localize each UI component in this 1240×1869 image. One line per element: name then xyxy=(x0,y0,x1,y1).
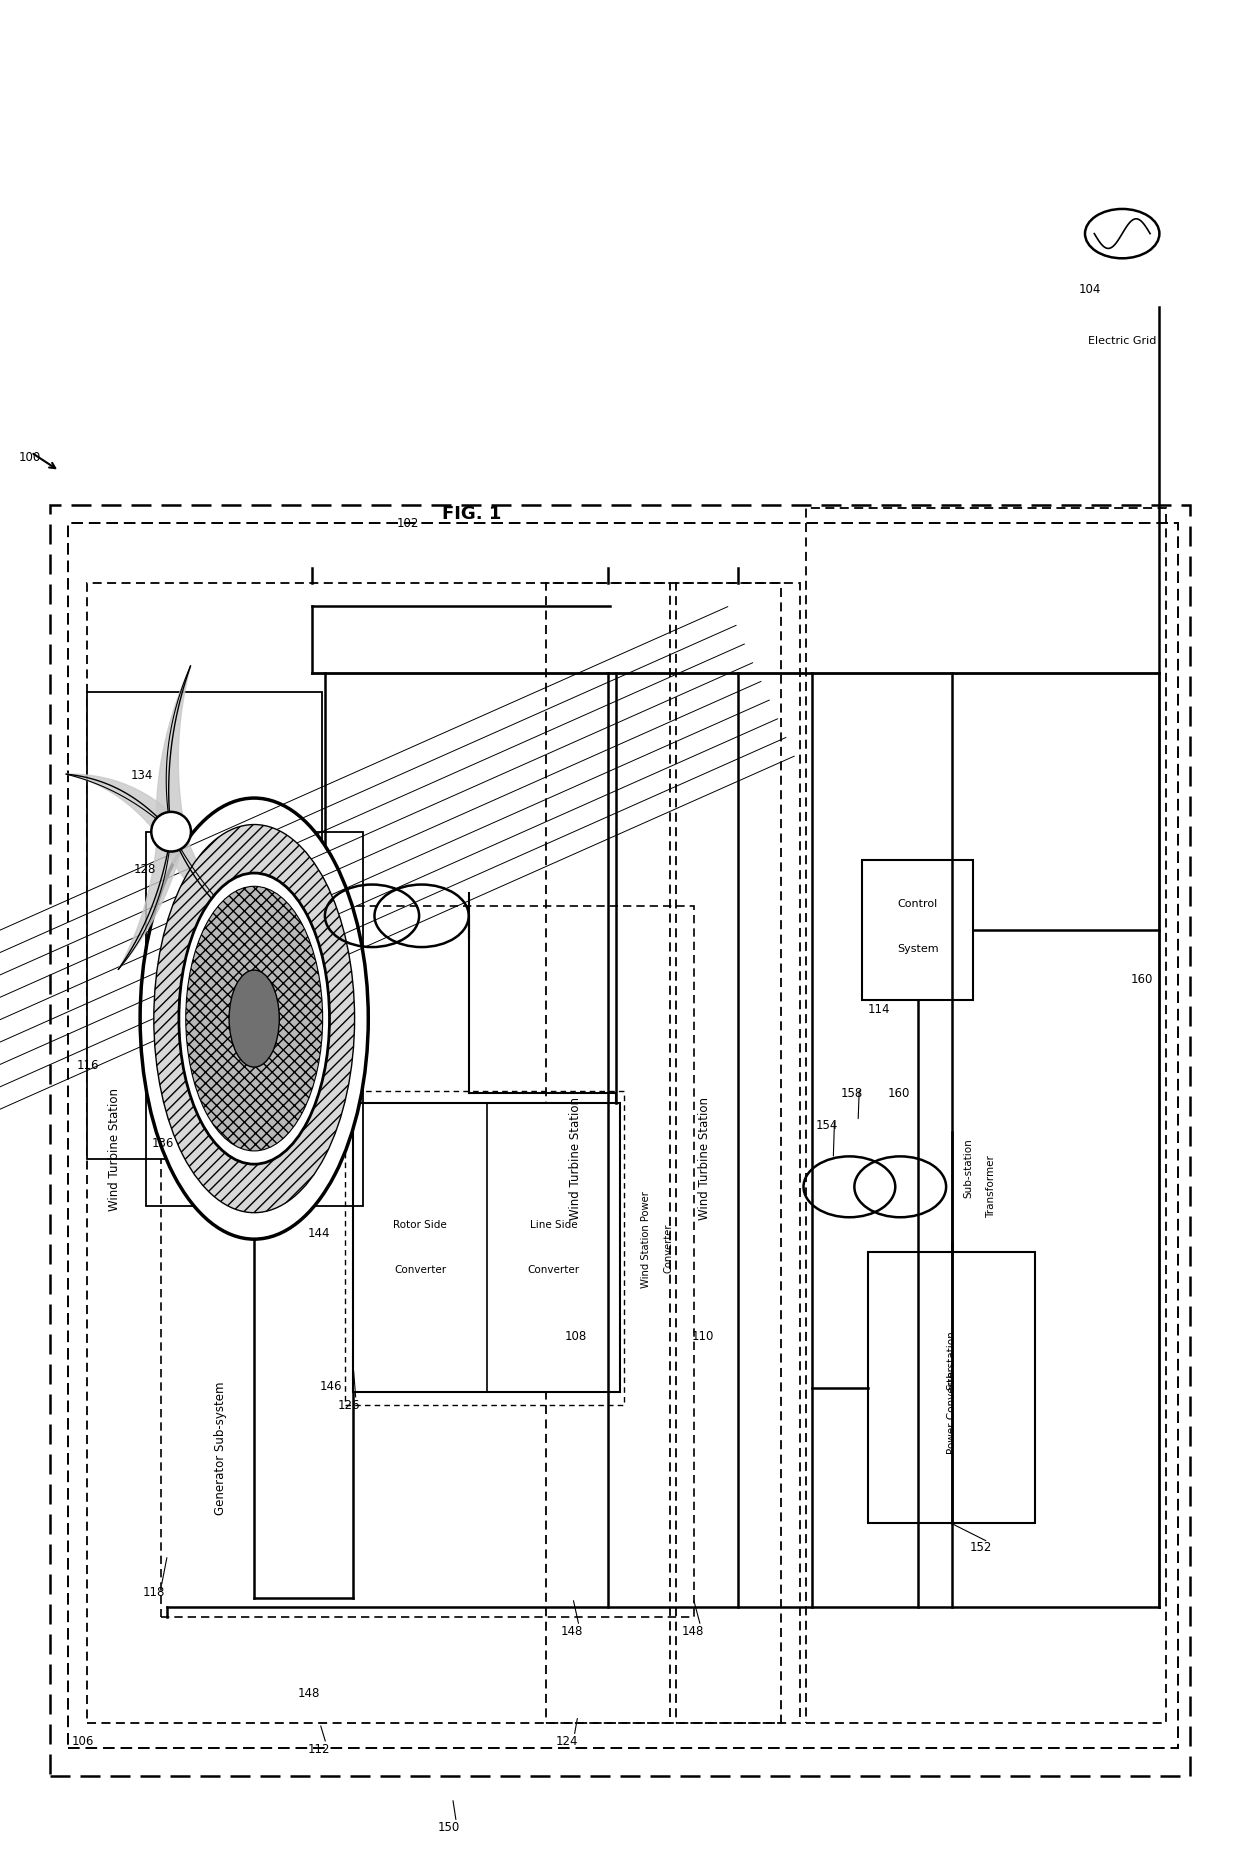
Bar xyxy=(87,692,322,1159)
Text: 136: 136 xyxy=(151,1138,174,1149)
Text: 130: 130 xyxy=(242,910,264,921)
Text: 158: 158 xyxy=(841,1088,863,1099)
Ellipse shape xyxy=(186,886,322,1151)
Text: 144: 144 xyxy=(308,1228,330,1239)
Text: 160: 160 xyxy=(1131,974,1153,985)
Text: FIG. 1: FIG. 1 xyxy=(441,505,501,523)
Text: 148: 148 xyxy=(298,1688,320,1699)
Text: Transformer: Transformer xyxy=(986,1155,996,1219)
Text: Generator Sub-system: Generator Sub-system xyxy=(215,1381,227,1516)
Text: 138: 138 xyxy=(267,1125,289,1136)
Text: 116: 116 xyxy=(77,1060,99,1071)
Circle shape xyxy=(151,811,191,852)
Ellipse shape xyxy=(179,873,330,1164)
Bar xyxy=(345,1091,624,1405)
Text: 106: 106 xyxy=(72,1736,94,1748)
Text: 148: 148 xyxy=(682,1626,704,1637)
Text: Converter: Converter xyxy=(527,1265,579,1275)
Text: 150: 150 xyxy=(438,1822,460,1833)
Text: 146: 146 xyxy=(320,1381,342,1392)
Text: 114: 114 xyxy=(868,1004,890,1015)
Text: Rotor Side: Rotor Side xyxy=(393,1220,446,1230)
Bar xyxy=(546,583,670,1723)
Bar xyxy=(68,523,1178,1748)
Bar xyxy=(868,1252,1035,1523)
Text: 104: 104 xyxy=(1079,284,1101,295)
Text: 152: 152 xyxy=(970,1542,992,1553)
Text: 134: 134 xyxy=(130,770,153,781)
Text: 160: 160 xyxy=(888,1088,910,1099)
Text: Sub-station: Sub-station xyxy=(963,1138,973,1198)
Bar xyxy=(50,505,1190,1776)
Polygon shape xyxy=(156,665,191,834)
Ellipse shape xyxy=(1085,209,1159,258)
Text: Converter: Converter xyxy=(663,1224,673,1273)
Text: 108: 108 xyxy=(564,1331,587,1342)
Text: 118: 118 xyxy=(143,1587,165,1598)
Text: 100: 100 xyxy=(19,452,41,464)
Polygon shape xyxy=(66,774,176,845)
Polygon shape xyxy=(118,824,184,970)
Text: 154: 154 xyxy=(816,1120,838,1131)
Text: 122: 122 xyxy=(186,1134,208,1146)
Text: Sub-station: Sub-station xyxy=(946,1331,957,1389)
Text: Electric Grid: Electric Grid xyxy=(1087,336,1157,346)
Text: 112: 112 xyxy=(308,1744,330,1755)
Text: 142: 142 xyxy=(246,1144,268,1155)
Text: Wind Station Power: Wind Station Power xyxy=(641,1191,651,1288)
Text: 124: 124 xyxy=(556,1736,578,1748)
Bar xyxy=(161,906,694,1617)
Bar xyxy=(862,860,973,1000)
Ellipse shape xyxy=(229,970,279,1067)
Text: 110: 110 xyxy=(692,1331,714,1342)
Text: Converter: Converter xyxy=(394,1265,446,1275)
Text: Wind Turbine Station: Wind Turbine Station xyxy=(698,1097,711,1220)
Text: 148: 148 xyxy=(560,1626,583,1637)
Ellipse shape xyxy=(154,824,355,1213)
Bar xyxy=(806,508,1166,1723)
Text: Wind Turbine Station: Wind Turbine Station xyxy=(108,1088,120,1211)
Text: Control: Control xyxy=(898,899,937,908)
Bar xyxy=(353,1103,620,1392)
Bar xyxy=(676,583,800,1723)
Text: Power Converter: Power Converter xyxy=(946,1366,957,1454)
Text: Wind Turbine Station: Wind Turbine Station xyxy=(569,1097,582,1220)
Text: 102: 102 xyxy=(397,518,419,529)
Polygon shape xyxy=(161,820,252,934)
Ellipse shape xyxy=(140,798,368,1239)
Bar xyxy=(87,583,781,1723)
Text: Line Side: Line Side xyxy=(529,1220,577,1230)
Text: 128: 128 xyxy=(134,863,156,875)
Bar xyxy=(146,832,362,1206)
Text: System: System xyxy=(897,944,939,953)
Text: 132: 132 xyxy=(188,951,211,963)
Text: 140: 140 xyxy=(196,1168,218,1179)
Text: 126: 126 xyxy=(337,1400,360,1411)
